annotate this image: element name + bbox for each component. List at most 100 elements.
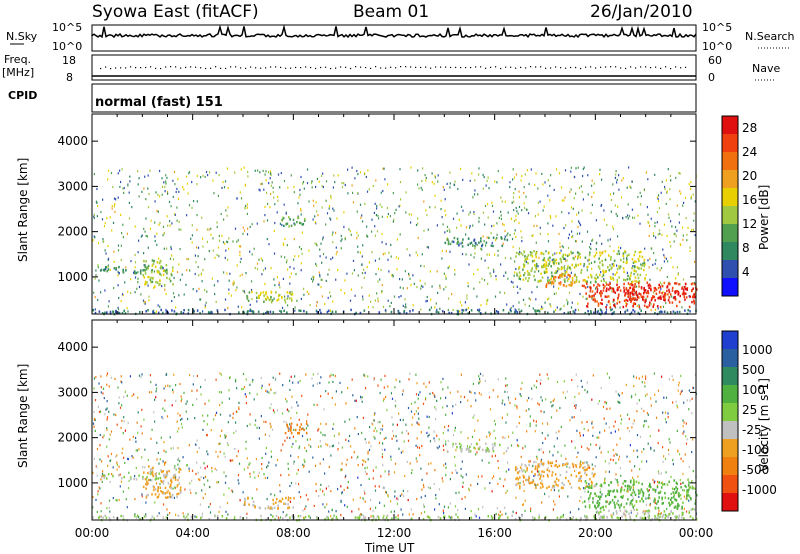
scatter-cell [504,256,507,260]
feature-cell [569,266,571,269]
scatter-cell [301,435,304,438]
scatter-cell [247,175,249,178]
scatter-cell [394,462,397,465]
scatter-cell [137,183,139,186]
scatter-cell [618,401,620,404]
scatter-cell [437,447,439,450]
scatter-cell [329,375,331,378]
scatter-cell [140,293,142,296]
scatter-cell [206,290,208,293]
scatter-cell [217,246,220,249]
scatter-cell [388,473,390,476]
scatter-cell [582,198,584,201]
scatter-cell [366,472,368,475]
scatter-cell [650,447,652,451]
feature-cell [465,308,467,312]
scatter-cell [502,485,505,488]
scatter-cell [643,188,645,191]
feature-cell [151,280,154,284]
scatter-cell [511,201,513,204]
scatter-cell [473,211,475,214]
feature-cell [163,473,165,477]
scatter-cell [655,488,657,492]
scatter-cell [213,284,215,287]
scatter-cell [264,173,266,176]
scatter-cell [130,260,132,263]
scatter-cell [203,483,205,486]
feature-cell [159,260,162,263]
scatter-cell [98,486,100,489]
scatter-cell [541,399,543,402]
scatter-cell [492,389,494,392]
feature-cell [252,504,254,507]
scatter-cell [592,374,594,377]
scatter-cell [444,462,447,465]
feature-cell [473,239,475,242]
freq-dot [215,66,217,68]
scatter-cell [657,389,660,392]
feature-cell [444,241,447,245]
scatter-cell [224,242,226,245]
feature-cell [152,474,155,478]
scatter-cell [593,182,595,185]
scatter-cell [219,450,221,453]
scatter-cell [595,248,597,251]
scatter-cell [383,167,385,170]
scatter-cell [584,490,586,493]
feature-cell [526,478,528,482]
scatter-cell [322,458,324,461]
feature-cell [594,472,596,476]
feature-cell [586,515,588,518]
feature-cell [545,270,547,274]
feature-cell [146,281,148,284]
freq-dot [650,67,652,69]
feature-cell [638,255,641,258]
scatter-cell [479,380,481,383]
feature-cell [688,305,691,309]
feature-cell [163,492,165,495]
feature-cell [170,274,173,277]
feature-cell [537,280,539,283]
feature-cell [92,308,95,312]
feature-cell [653,289,656,293]
scatter-cell [154,200,156,203]
scatter-cell [422,285,424,288]
scatter-cell [112,497,114,500]
scatter-cell [601,242,603,245]
scatter-cell [185,283,187,286]
feature-cell [276,299,278,302]
scatter-cell [120,480,122,483]
scatter-cell [335,390,337,393]
scatter-cell [468,213,470,216]
scatter-cell [399,494,401,497]
scatter-cell [596,241,598,244]
scatter-cell [524,509,526,512]
scatter-cell [296,299,298,302]
scatter-cell [417,183,419,186]
scatter-cell [491,201,493,204]
scatter-cell [484,223,486,226]
scatter-cell [399,380,401,383]
scatter-cell [311,180,313,183]
feature-cell [584,256,587,259]
scatter-cell [396,423,398,426]
scatter-cell [665,396,668,399]
scatter-cell [459,310,461,313]
scatter-cell [361,396,363,399]
scatter-cell [593,191,595,194]
scatter-cell [627,217,629,220]
scatter-cell [603,417,605,420]
scatter-cell [286,400,288,403]
scatter-cell [469,211,471,214]
feature-cell [190,515,193,519]
feature-cell [301,223,304,226]
feature-cell [277,504,279,507]
scatter-cell [107,464,109,467]
scatter-cell [670,179,672,182]
scatter-cell [147,187,149,190]
scatter-cell [654,393,656,396]
scatter-cell [428,462,430,465]
scatter-cell [179,382,181,386]
scatter-cell [297,404,299,407]
scatter-cell [274,203,276,206]
